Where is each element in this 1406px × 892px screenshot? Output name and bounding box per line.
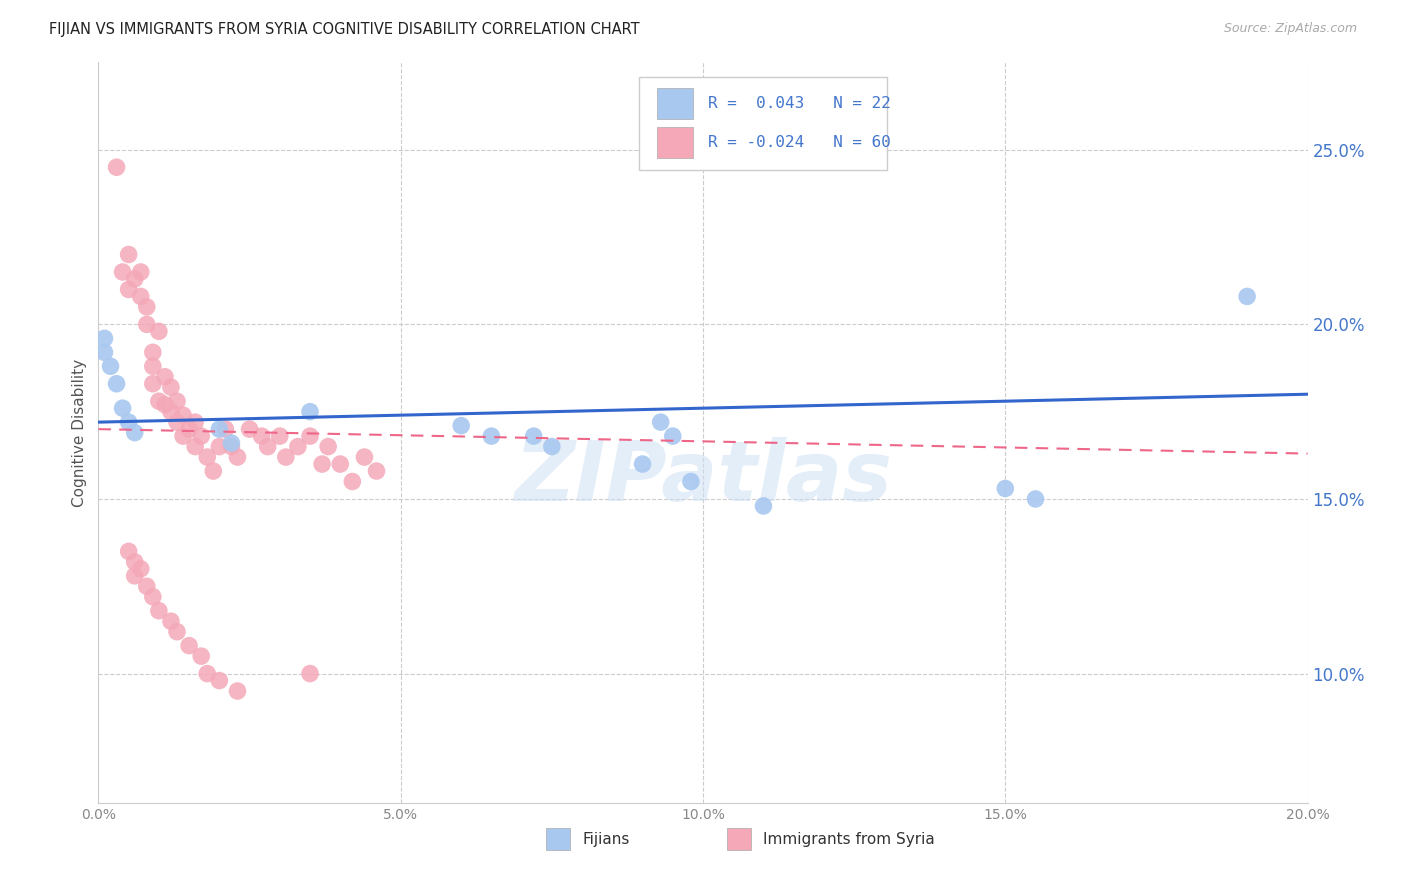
Bar (727, 828, 751, 850)
Text: FIJIAN VS IMMIGRANTS FROM SYRIA COGNITIVE DISABILITY CORRELATION CHART: FIJIAN VS IMMIGRANTS FROM SYRIA COGNITIV… (49, 22, 640, 37)
Text: R =  0.043   N = 22: R = 0.043 N = 22 (707, 96, 891, 112)
Point (256, 440, 278, 454)
Point (311, 457, 333, 471)
Point (135, 318, 157, 332)
Point (124, 569, 146, 583)
Point (208, 673, 231, 688)
Point (329, 457, 352, 471)
Point (118, 282, 141, 296)
Point (142, 376, 165, 391)
Point (172, 408, 194, 422)
Point (129, 562, 152, 576)
Point (239, 422, 262, 436)
Point (221, 436, 243, 450)
Point (195, 450, 218, 464)
Text: R = -0.024   N = 60: R = -0.024 N = 60 (707, 135, 891, 150)
Point (214, 422, 236, 436)
Point (148, 324, 170, 338)
Point (190, 649, 212, 664)
Point (124, 555, 146, 569)
Point (299, 666, 322, 681)
Point (299, 429, 322, 443)
Point (160, 380, 183, 394)
Point (316, 440, 339, 454)
Point (135, 579, 157, 593)
Point (100, 359, 122, 374)
Point (752, 499, 775, 513)
Point (195, 666, 218, 681)
Point (179, 422, 201, 436)
Point (142, 359, 165, 374)
Point (105, 160, 128, 174)
Text: ZIPatlas: ZIPatlas (515, 436, 891, 517)
Point (190, 429, 212, 443)
Point (366, 464, 388, 478)
Point (661, 429, 683, 443)
Point (481, 429, 503, 443)
Point (631, 457, 654, 471)
Point (124, 425, 146, 440)
Point (111, 265, 134, 279)
Point (135, 300, 157, 314)
Point (994, 482, 1017, 496)
Point (160, 405, 183, 419)
Point (118, 415, 141, 429)
Point (250, 429, 273, 443)
Point (179, 639, 201, 653)
Point (118, 544, 141, 558)
Point (202, 464, 225, 478)
Point (208, 422, 231, 436)
Point (93, 345, 115, 359)
Point (269, 429, 291, 443)
Point (166, 624, 188, 639)
Point (93, 331, 115, 345)
Point (299, 405, 322, 419)
Point (148, 604, 170, 618)
Point (111, 401, 134, 416)
Text: Immigrants from Syria: Immigrants from Syria (763, 831, 935, 847)
Bar (657, 127, 693, 158)
Point (450, 418, 472, 433)
Point (679, 475, 702, 489)
Point (353, 450, 375, 464)
Point (142, 345, 165, 359)
Text: Source: ZipAtlas.com: Source: ZipAtlas.com (1223, 22, 1357, 36)
Point (523, 429, 546, 443)
Point (540, 440, 562, 454)
FancyBboxPatch shape (638, 78, 887, 169)
Point (1024, 491, 1046, 506)
Point (148, 394, 170, 409)
Point (342, 475, 364, 489)
Point (160, 614, 183, 628)
Point (124, 272, 146, 286)
Bar (546, 828, 569, 850)
Point (184, 415, 207, 429)
Point (153, 369, 176, 384)
Point (129, 289, 152, 303)
Point (142, 590, 165, 604)
Point (118, 247, 141, 261)
Point (274, 450, 297, 464)
Point (129, 265, 152, 279)
Text: Fijians: Fijians (582, 831, 630, 847)
Bar (657, 88, 693, 120)
Point (221, 440, 243, 454)
Point (1236, 289, 1258, 303)
Point (650, 415, 672, 429)
Point (184, 440, 207, 454)
Point (166, 415, 188, 429)
Point (208, 440, 231, 454)
Point (287, 440, 309, 454)
Point (105, 376, 128, 391)
Y-axis label: Cognitive Disability: Cognitive Disability (72, 359, 87, 507)
Point (172, 429, 194, 443)
Point (153, 398, 176, 412)
Point (166, 394, 188, 409)
Point (226, 684, 249, 698)
Point (226, 450, 249, 464)
